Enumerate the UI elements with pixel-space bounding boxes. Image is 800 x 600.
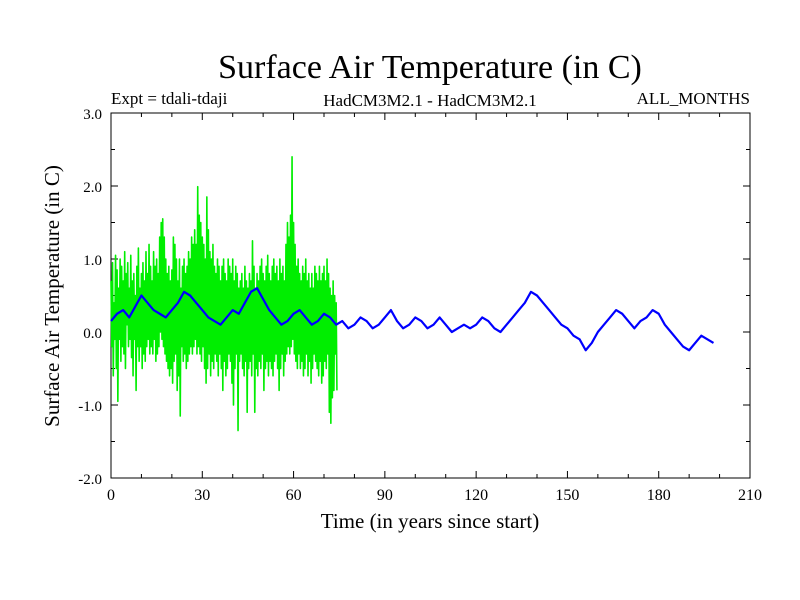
series-layer: [110, 156, 715, 432]
x-tick-label-210: 210: [738, 487, 762, 504]
y-tick-label-0: 0.0: [83, 326, 102, 342]
smoothed-series-line: [110, 287, 715, 352]
months-label: ALL_MONTHS: [637, 89, 750, 108]
experiment-label: Expt = tdali-tdaji: [111, 89, 228, 108]
x-tick-label-0: 0: [107, 487, 115, 504]
y-tick-label-minus1: -1.0: [78, 399, 102, 415]
y-axis-label: Surface Air Temperature (in C): [40, 165, 64, 427]
monthly-series-line: [110, 156, 338, 432]
x-tick-label-90: 90: [377, 487, 393, 504]
x-tick-label-30: 30: [194, 487, 210, 504]
axis-ticks: [110, 112, 751, 479]
chart-title: Surface Air Temperature (in C): [218, 49, 642, 86]
y-tick-label-1: 1.0: [83, 253, 102, 269]
y-tick-label-minus2: -2.0: [78, 472, 102, 488]
x-tick-label-180: 180: [647, 487, 671, 504]
x-tick-label-150: 150: [555, 487, 579, 504]
y-tick-label-3: 3.0: [83, 107, 102, 123]
x-tick-label-120: 120: [464, 487, 488, 504]
plot-area: [110, 112, 751, 479]
x-axis-ticklabels: 0 30 60 90 120 150 180 210: [107, 487, 762, 504]
y-tick-label-2: 2.0: [83, 180, 102, 196]
x-tick-label-60: 60: [286, 487, 302, 504]
x-axis-label: Time (in years since start): [321, 509, 540, 533]
model-label: HadCM3M2.1 - HadCM3M2.1: [323, 91, 536, 110]
y-axis-ticklabels: -2.0 -1.0 0.0 1.0 2.0 3.0: [78, 107, 102, 488]
